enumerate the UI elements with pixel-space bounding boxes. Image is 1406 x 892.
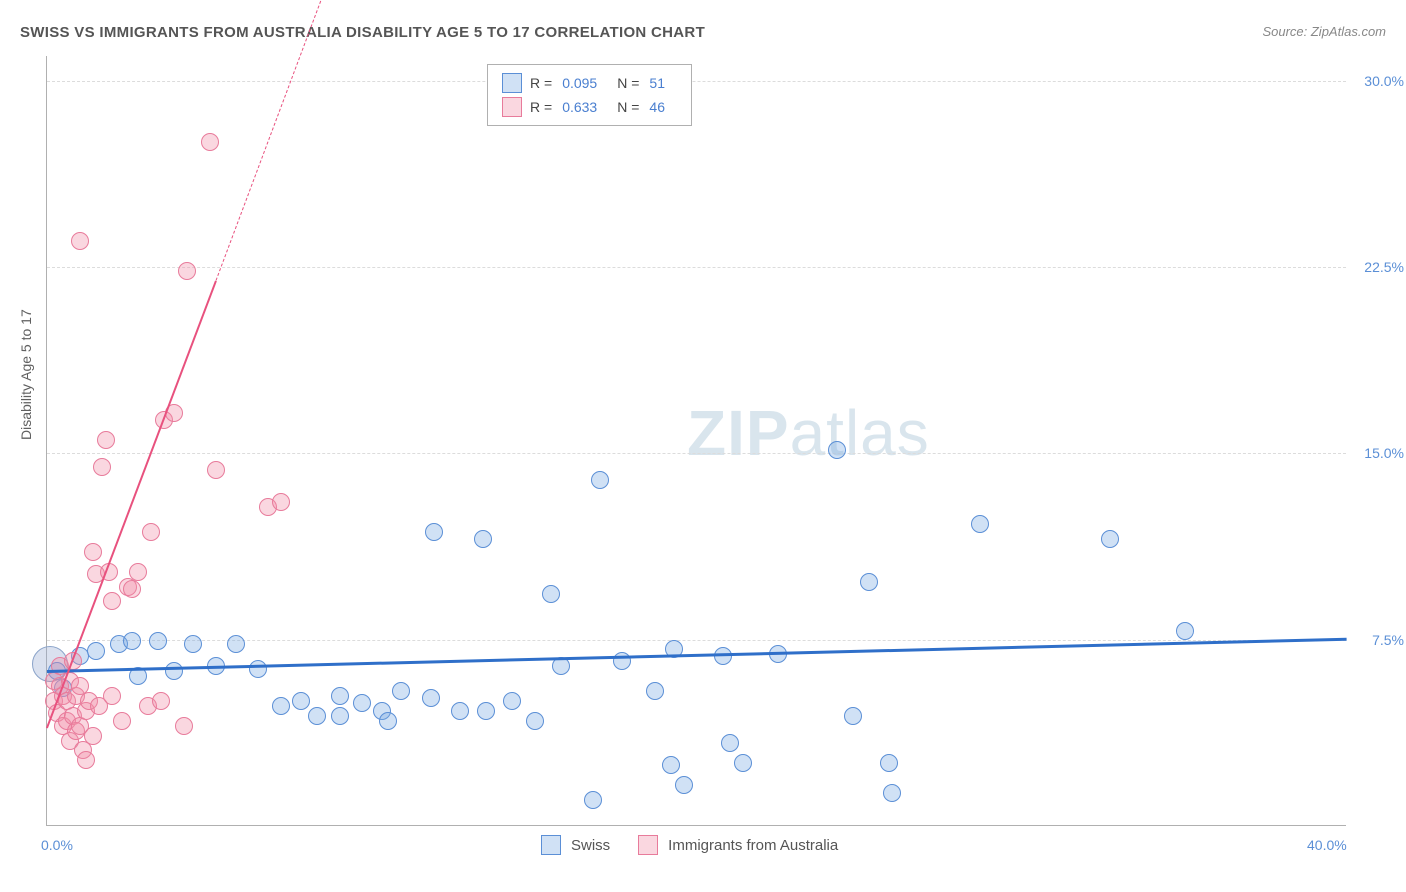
- scatter-point: [828, 441, 846, 459]
- stats-legend-row: R = 0.633 N = 46: [502, 95, 677, 119]
- watermark-light: atlas: [790, 397, 930, 469]
- scatter-point: [249, 660, 267, 678]
- scatter-point: [113, 712, 131, 730]
- scatter-point: [227, 635, 245, 653]
- scatter-point: [880, 754, 898, 772]
- scatter-point: [503, 692, 521, 710]
- scatter-point: [93, 458, 111, 476]
- legend-n-value: 51: [649, 75, 665, 91]
- scatter-point: [308, 707, 326, 725]
- scatter-point: [331, 687, 349, 705]
- scatter-point: [292, 692, 310, 710]
- scatter-point: [184, 635, 202, 653]
- stats-legend-row: R = 0.095 N = 51: [502, 71, 677, 95]
- legend-r-value: 0.633: [562, 99, 597, 115]
- series-legend-swatch: [638, 835, 658, 855]
- scatter-point: [646, 682, 664, 700]
- legend-n-label: N =: [617, 75, 639, 91]
- scatter-point: [84, 727, 102, 745]
- series-legend-label: Immigrants from Australia: [668, 837, 838, 854]
- scatter-point: [71, 232, 89, 250]
- scatter-point: [97, 431, 115, 449]
- legend-swatch: [502, 73, 522, 93]
- plot-area: ZIPatlas 7.5%15.0%22.5%30.0%0.0%40.0%R =…: [46, 56, 1346, 826]
- scatter-point: [714, 647, 732, 665]
- y-axis-title: Disability Age 5 to 17: [18, 309, 34, 440]
- series-legend-swatch: [541, 835, 561, 855]
- scatter-point: [392, 682, 410, 700]
- scatter-point: [201, 133, 219, 151]
- y-tick-label: 15.0%: [1364, 445, 1404, 461]
- scatter-point: [379, 712, 397, 730]
- x-tick-label: 0.0%: [41, 837, 73, 853]
- scatter-point: [451, 702, 469, 720]
- scatter-point: [175, 717, 193, 735]
- scatter-point: [477, 702, 495, 720]
- scatter-point: [84, 543, 102, 561]
- scatter-point: [860, 573, 878, 591]
- scatter-point: [844, 707, 862, 725]
- scatter-point: [675, 776, 693, 794]
- scatter-point: [103, 592, 121, 610]
- scatter-point: [353, 694, 371, 712]
- source-label: Source: ZipAtlas.com: [1262, 24, 1386, 39]
- scatter-point: [542, 585, 560, 603]
- scatter-point: [272, 697, 290, 715]
- scatter-point: [971, 515, 989, 533]
- scatter-point: [152, 692, 170, 710]
- scatter-point: [77, 751, 95, 769]
- scatter-point: [422, 689, 440, 707]
- legend-n-label: N =: [617, 99, 639, 115]
- scatter-point: [425, 523, 443, 541]
- gridline: [47, 453, 1346, 454]
- scatter-point: [1176, 622, 1194, 640]
- stats-legend: R = 0.095 N = 51 R = 0.633 N = 46: [487, 64, 692, 126]
- scatter-point: [1101, 530, 1119, 548]
- series-legend: Swiss Immigrants from Australia: [541, 835, 856, 855]
- scatter-point: [883, 784, 901, 802]
- legend-swatch: [502, 97, 522, 117]
- scatter-point: [142, 523, 160, 541]
- gridline: [47, 267, 1346, 268]
- scatter-point: [584, 791, 602, 809]
- x-tick-label: 40.0%: [1307, 837, 1347, 853]
- y-tick-label: 30.0%: [1364, 73, 1404, 89]
- scatter-point: [123, 632, 141, 650]
- scatter-point: [734, 754, 752, 772]
- scatter-point: [178, 262, 196, 280]
- legend-r-label: R =: [530, 75, 552, 91]
- scatter-point: [591, 471, 609, 489]
- scatter-point: [129, 563, 147, 581]
- series-legend-label: Swiss: [571, 837, 610, 854]
- y-tick-label: 7.5%: [1372, 632, 1404, 648]
- scatter-point: [331, 707, 349, 725]
- y-tick-label: 22.5%: [1364, 259, 1404, 275]
- trend-line: [46, 280, 217, 728]
- scatter-point: [721, 734, 739, 752]
- watermark-bold: ZIP: [687, 397, 790, 469]
- scatter-point: [103, 687, 121, 705]
- trend-line-dashed: [216, 0, 422, 280]
- legend-r-value: 0.095: [562, 75, 597, 91]
- scatter-point: [165, 662, 183, 680]
- scatter-point: [474, 530, 492, 548]
- scatter-point: [87, 642, 105, 660]
- scatter-point: [149, 632, 167, 650]
- scatter-point: [662, 756, 680, 774]
- scatter-point: [207, 461, 225, 479]
- scatter-point: [526, 712, 544, 730]
- gridline: [47, 81, 1346, 82]
- legend-r-label: R =: [530, 99, 552, 115]
- chart-title: SWISS VS IMMIGRANTS FROM AUSTRALIA DISAB…: [20, 24, 705, 41]
- scatter-point: [272, 493, 290, 511]
- scatter-point: [123, 580, 141, 598]
- legend-n-value: 46: [649, 99, 665, 115]
- watermark: ZIPatlas: [687, 396, 930, 470]
